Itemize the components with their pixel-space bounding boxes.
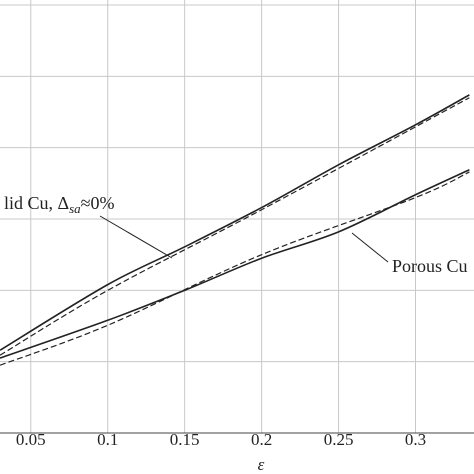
x-tick-label: 0.1: [97, 430, 118, 449]
x-tick-label: 0.25: [324, 430, 354, 449]
x-tick-label: 0.3: [405, 430, 426, 449]
x-axis-label: ε: [258, 455, 265, 474]
annotation-text: lid Cu, Δ: [4, 193, 69, 213]
annotation: lid Cu, Δsa≈0%: [4, 193, 115, 216]
leader-line: [351, 232, 389, 263]
data-line: [0, 97, 470, 356]
x-tick-label: 0.2: [251, 430, 272, 449]
leader-line: [99, 215, 173, 259]
annotation-subscript: sa: [69, 201, 81, 216]
annotation: Porous Cu: [392, 256, 468, 276]
data-line: [0, 169, 470, 359]
data-line: [0, 94, 470, 351]
annotation-text: ≈0%: [81, 193, 115, 213]
x-tick-label: 0.05: [16, 430, 46, 449]
x-tick-label: 0.15: [170, 430, 200, 449]
data-line: [0, 171, 470, 366]
